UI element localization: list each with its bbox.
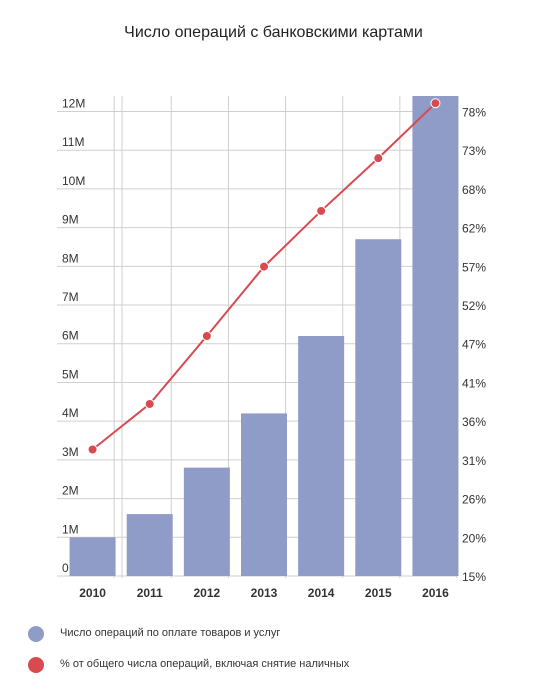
legend-swatch-bars bbox=[28, 626, 44, 642]
y-right-tick-label: 15% bbox=[462, 570, 486, 584]
bar bbox=[183, 467, 230, 576]
line-point bbox=[201, 331, 212, 341]
line-point bbox=[373, 153, 384, 164]
y-left-tick-label: 6M bbox=[62, 329, 79, 343]
line-point bbox=[316, 205, 327, 216]
line-point bbox=[259, 261, 269, 272]
x-tick-label: 2011 bbox=[137, 586, 163, 600]
legend-swatch-line bbox=[28, 657, 44, 673]
y-left-tick-label: 2M bbox=[62, 484, 79, 498]
chart-title: Число операций с банковскими картами bbox=[124, 24, 423, 41]
legend-label-bars: Число операций по оплате товаров и услуг bbox=[60, 627, 281, 639]
x-tick-label: 2012 bbox=[194, 586, 221, 600]
x-tick-label: 2014 bbox=[308, 586, 335, 600]
y-left-tick-label: 12M bbox=[62, 96, 85, 110]
line-point bbox=[87, 444, 98, 455]
y-right-tick-label: 52% bbox=[462, 299, 486, 313]
x-tick-label: 2013 bbox=[251, 586, 278, 600]
y-left-tick-label: 3M bbox=[62, 445, 79, 459]
x-tick-label: 2010 bbox=[79, 586, 106, 600]
y-left-tick-label: 11M bbox=[62, 135, 84, 149]
legend-item-bars: Число операций по оплате товаров и услуг bbox=[0, 626, 547, 650]
y-right-tick-label: 73% bbox=[462, 144, 486, 158]
y-left-tick-label: 7M bbox=[62, 290, 79, 304]
x-tick-label: 2015 bbox=[365, 586, 392, 600]
bar bbox=[126, 514, 173, 576]
y-right-tick-label: 68% bbox=[462, 183, 486, 197]
y-left-tick-label: 5M bbox=[62, 367, 79, 381]
y-right-tick-label: 62% bbox=[462, 222, 486, 236]
x-tick-label: 2016 bbox=[422, 586, 449, 600]
bar bbox=[412, 96, 459, 576]
bar bbox=[355, 239, 402, 576]
y-left-tick-label: 0 bbox=[62, 561, 69, 575]
y-left-tick-label: 10M bbox=[62, 174, 85, 188]
line-point bbox=[144, 398, 155, 409]
y-right-tick-label: 41% bbox=[462, 376, 486, 390]
y-left-tick-label: 9M bbox=[62, 213, 79, 227]
legend-item-line: % от общего числа операций, включая снят… bbox=[0, 657, 547, 681]
bar bbox=[298, 336, 345, 576]
line-point bbox=[430, 98, 441, 109]
y-right-tick-label: 26% bbox=[462, 493, 486, 507]
bar bbox=[69, 537, 116, 576]
y-left-tick-label: 1M bbox=[62, 522, 79, 536]
y-right-tick-label: 36% bbox=[462, 415, 486, 429]
y-right-tick-label: 78% bbox=[462, 105, 486, 119]
legend-label-line: % от общего числа операций, включая снят… bbox=[60, 658, 350, 670]
y-right-tick-label: 47% bbox=[462, 338, 486, 352]
y-left-tick-label: 4M bbox=[62, 406, 79, 420]
y-right-tick-label: 31% bbox=[462, 454, 486, 468]
y-right-tick-label: 57% bbox=[462, 260, 486, 274]
y-right-tick-label: 20% bbox=[462, 531, 486, 545]
y-left-tick-label: 8M bbox=[62, 251, 79, 265]
bar bbox=[241, 413, 287, 576]
